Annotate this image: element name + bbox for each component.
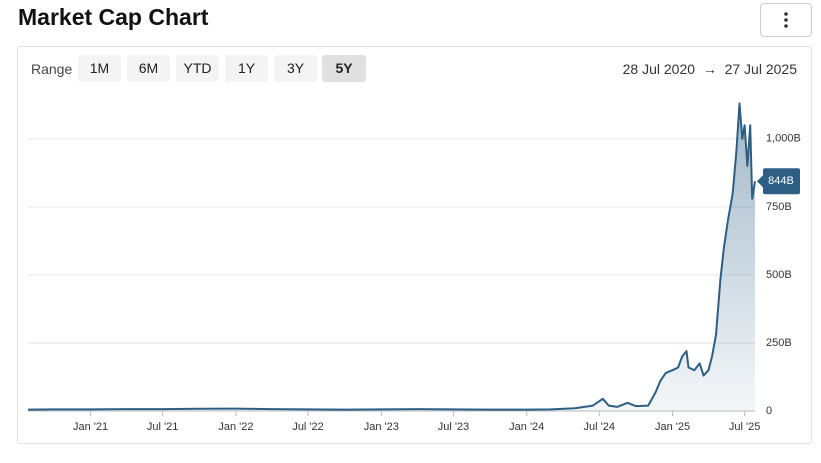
y-tick-label: 500B <box>766 269 792 281</box>
x-tick-label: Jan '25 <box>655 421 690 433</box>
y-tick-label: 1,000B <box>766 133 801 145</box>
x-tick-label: Jan '24 <box>509 421 544 433</box>
x-tick-label: Jul '24 <box>584 421 615 433</box>
date-from: 28 Jul 2020 <box>622 61 696 77</box>
x-tick-label: Jul '22 <box>292 421 323 433</box>
last-value-badge <box>757 168 800 195</box>
date-separator: → <box>702 61 717 77</box>
y-tick-label: 0 <box>766 405 772 417</box>
range-button[interactable]: 6M <box>127 55 170 82</box>
range-button[interactable]: 5Y <box>322 55 366 82</box>
page-title: Market Cap Chart <box>18 4 209 30</box>
y-tick-label: 250B <box>766 337 792 349</box>
x-tick-label: Jan '22 <box>218 421 253 433</box>
range-label: Range <box>31 61 73 77</box>
menu-button[interactable] <box>760 3 812 37</box>
x-tick-label: Jan '21 <box>73 421 108 433</box>
date-range: 28 Jul 2020 → 27 Jul 2025 <box>623 61 797 77</box>
area <box>28 103 755 412</box>
range-button[interactable]: 3Y <box>274 55 317 82</box>
range-button[interactable]: 1M <box>78 55 121 82</box>
x-tick-label: Jul '21 <box>147 421 178 433</box>
date-to: 27 Jul 2025 <box>724 61 797 77</box>
x-tick-label: Jul '23 <box>438 421 469 433</box>
range-button[interactable]: YTD <box>176 55 219 82</box>
y-tick-label: 750B <box>766 201 792 213</box>
chart-card <box>17 46 812 444</box>
x-tick-label: Jul '25 <box>729 421 760 433</box>
line <box>27 102 756 411</box>
range-button[interactable]: 1Y <box>225 55 268 82</box>
x-tick-label: Jan '23 <box>364 421 399 433</box>
menu-icon <box>784 12 788 28</box>
last-value-label: 844B <box>768 175 794 187</box>
